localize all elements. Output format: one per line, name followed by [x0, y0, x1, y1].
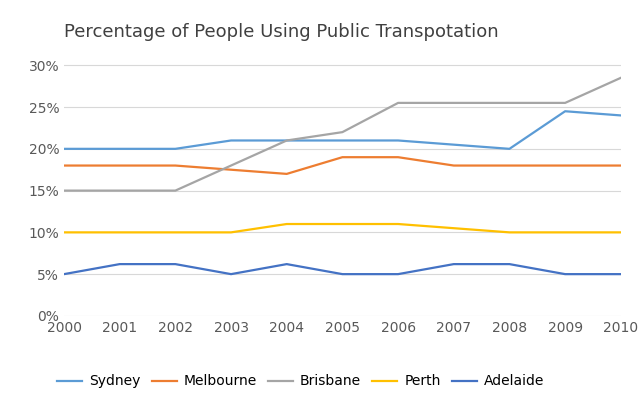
Adelaide	[339, 272, 346, 277]
Melbourne	[561, 163, 569, 168]
Legend: Sydney, Melbourne, Brisbane, Perth, Adelaide: Sydney, Melbourne, Brisbane, Perth, Adel…	[52, 369, 550, 394]
Perth	[561, 230, 569, 235]
Sydney	[283, 138, 291, 143]
Perth	[60, 230, 68, 235]
Text: Percentage of People Using Public Transpotation: Percentage of People Using Public Transp…	[64, 23, 499, 41]
Sydney	[227, 138, 235, 143]
Sydney	[394, 138, 402, 143]
Sydney	[450, 142, 458, 147]
Sydney	[116, 146, 124, 151]
Adelaide	[172, 262, 179, 266]
Adelaide	[283, 262, 291, 266]
Adelaide	[394, 272, 402, 277]
Brisbane	[283, 138, 291, 143]
Adelaide	[227, 272, 235, 277]
Melbourne	[60, 163, 68, 168]
Melbourne	[339, 155, 346, 160]
Melbourne	[617, 163, 625, 168]
Perth	[227, 230, 235, 235]
Perth	[116, 230, 124, 235]
Brisbane	[450, 100, 458, 105]
Line: Melbourne: Melbourne	[64, 157, 621, 174]
Line: Adelaide: Adelaide	[64, 264, 621, 274]
Melbourne	[394, 155, 402, 160]
Brisbane	[116, 188, 124, 193]
Perth	[339, 222, 346, 226]
Melbourne	[506, 163, 513, 168]
Perth	[394, 222, 402, 226]
Melbourne	[227, 167, 235, 172]
Perth	[172, 230, 179, 235]
Sydney	[60, 146, 68, 151]
Sydney	[561, 109, 569, 114]
Melbourne	[172, 163, 179, 168]
Brisbane	[172, 188, 179, 193]
Melbourne	[450, 163, 458, 168]
Brisbane	[60, 188, 68, 193]
Brisbane	[506, 100, 513, 105]
Brisbane	[561, 100, 569, 105]
Brisbane	[394, 100, 402, 105]
Sydney	[506, 146, 513, 151]
Brisbane	[227, 163, 235, 168]
Adelaide	[506, 262, 513, 266]
Adelaide	[60, 272, 68, 277]
Line: Perth: Perth	[64, 224, 621, 232]
Adelaide	[450, 262, 458, 266]
Adelaide	[561, 272, 569, 277]
Brisbane	[617, 75, 625, 80]
Sydney	[339, 138, 346, 143]
Sydney	[617, 113, 625, 118]
Perth	[506, 230, 513, 235]
Perth	[617, 230, 625, 235]
Adelaide	[617, 272, 625, 277]
Sydney	[172, 146, 179, 151]
Line: Sydney: Sydney	[64, 111, 621, 149]
Melbourne	[283, 171, 291, 176]
Line: Brisbane: Brisbane	[64, 78, 621, 191]
Perth	[283, 222, 291, 226]
Brisbane	[339, 130, 346, 134]
Melbourne	[116, 163, 124, 168]
Perth	[450, 226, 458, 230]
Adelaide	[116, 262, 124, 266]
